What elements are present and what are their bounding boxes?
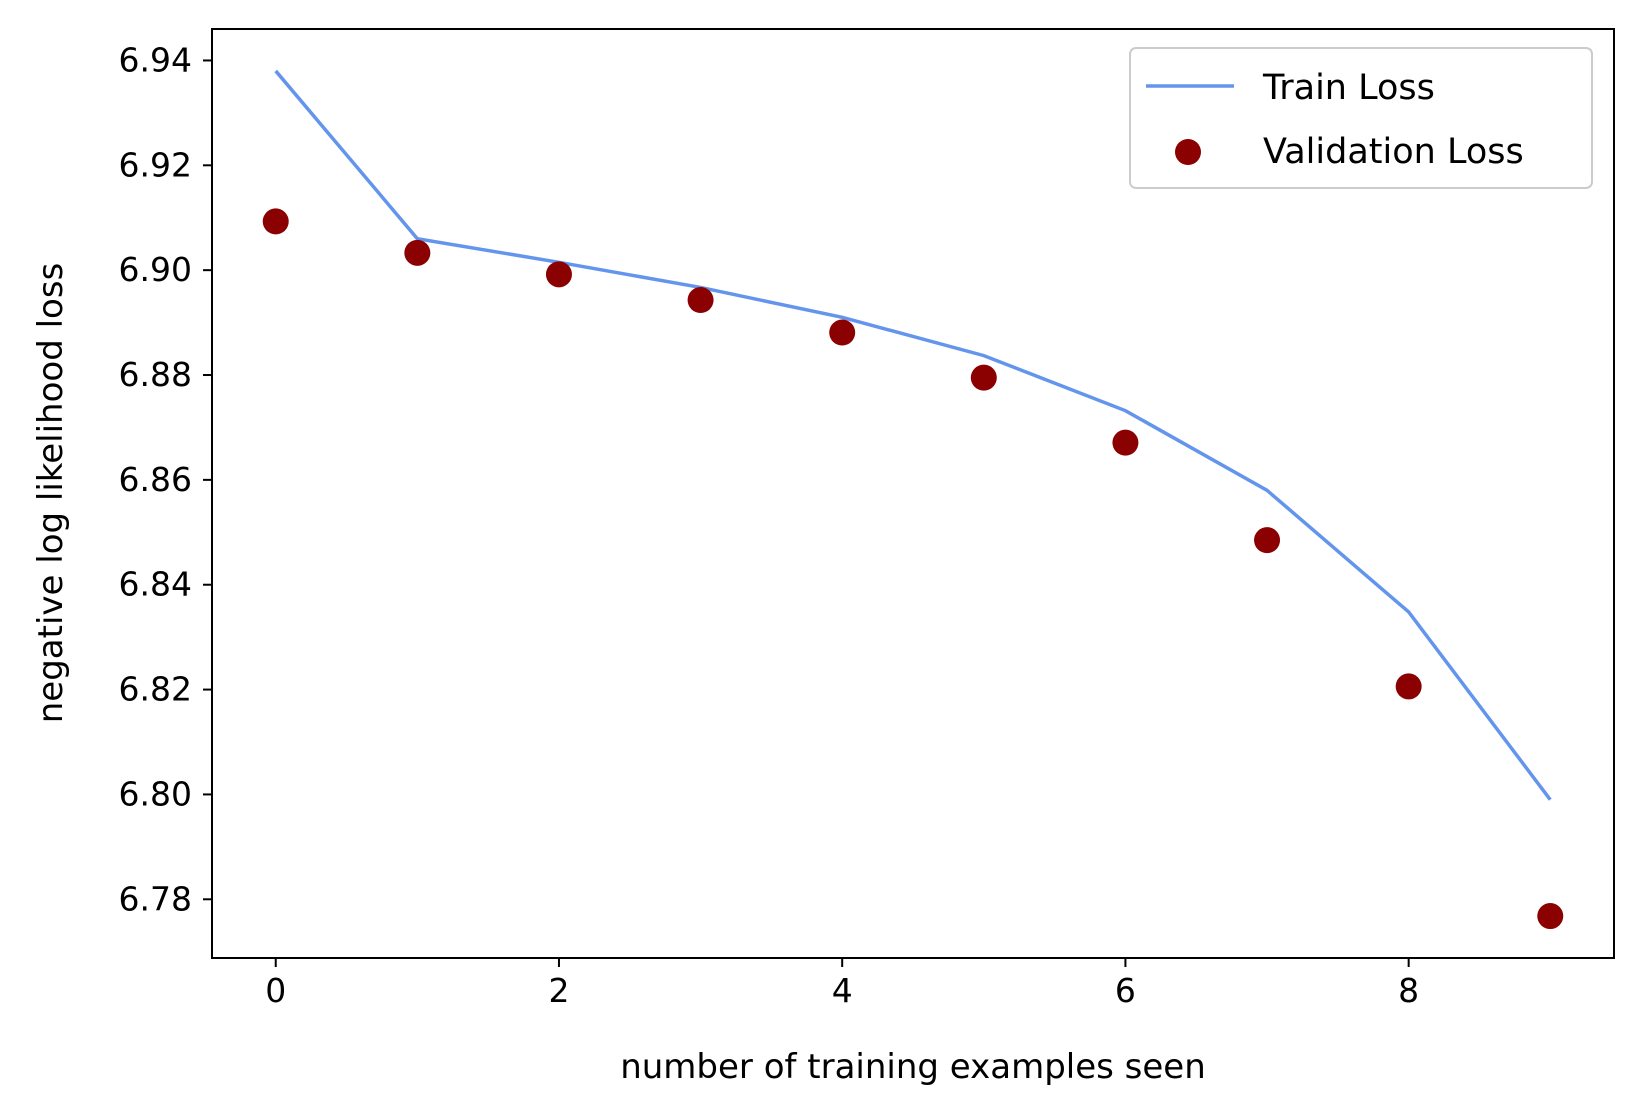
legend-label-validation: Validation Loss xyxy=(1263,132,1524,172)
legend-box xyxy=(1129,47,1593,189)
x-tick-label: 2 xyxy=(548,971,569,1010)
y-tick-label: 6.78 xyxy=(119,879,192,918)
legend-label-train: Train Loss xyxy=(1262,68,1435,108)
validation-loss-point xyxy=(1537,903,1564,930)
x-tick-label: 6 xyxy=(1115,971,1136,1010)
validation-loss-point xyxy=(262,208,289,235)
y-tick-label: 6.80 xyxy=(119,774,192,813)
y-tick-label: 6.88 xyxy=(119,355,192,394)
y-tick-label: 6.82 xyxy=(119,670,192,709)
y-tick-label: 6.94 xyxy=(119,40,192,79)
validation-loss-point xyxy=(970,364,997,391)
y-tick-label: 6.84 xyxy=(119,565,192,604)
validation-loss-point xyxy=(829,319,856,346)
x-tick-label: 8 xyxy=(1398,971,1419,1010)
x-axis-label: number of training examples seen xyxy=(620,1047,1206,1087)
y-axis-label: negative log likelihood loss xyxy=(31,263,71,724)
validation-loss-point xyxy=(1395,673,1422,700)
chart-marks xyxy=(262,69,1564,930)
legend: Train Loss Validation Loss xyxy=(1129,47,1593,189)
y-tick-label: 6.90 xyxy=(119,250,192,289)
validation-loss-point xyxy=(1254,527,1281,554)
y-axis-ticks: 6.78 6.80 6.82 6.84 6.86 6.88 6.90 6.92 6.94 xyxy=(119,40,212,918)
train-loss-line xyxy=(274,69,1552,801)
x-tick-label: 4 xyxy=(832,971,853,1010)
axes-frame xyxy=(211,28,1615,959)
validation-loss-point xyxy=(545,261,572,288)
y-tick-label: 6.92 xyxy=(119,145,192,184)
validation-loss-point xyxy=(687,287,714,314)
validation-loss-point xyxy=(404,239,431,266)
legend-point-swatch xyxy=(1175,139,1201,165)
validation-loss-point xyxy=(1112,429,1139,456)
x-axis-ticks: 0 2 4 6 8 xyxy=(265,958,1419,1010)
x-tick-label: 0 xyxy=(265,971,286,1010)
y-tick-label: 6.86 xyxy=(119,460,192,499)
